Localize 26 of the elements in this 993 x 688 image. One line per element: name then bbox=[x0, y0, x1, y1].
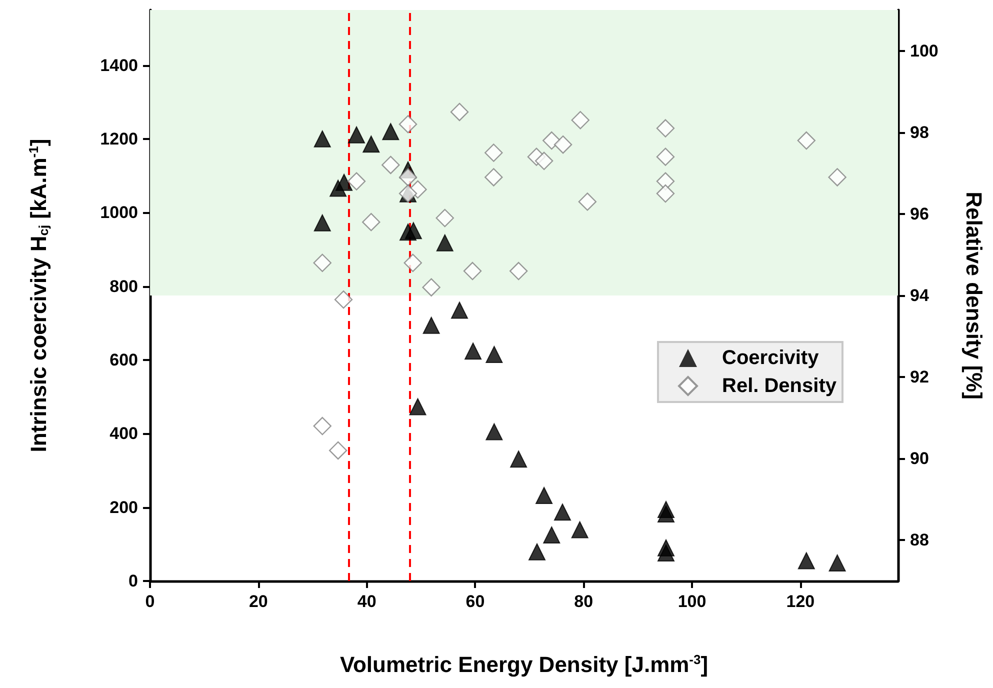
x-tick-label: 60 bbox=[466, 592, 485, 611]
y2-axis-title: Relative density [%] bbox=[962, 192, 986, 400]
x-tick-label: 80 bbox=[574, 592, 594, 611]
y2-tick-label: 96 bbox=[910, 204, 929, 224]
x-tick-label: 20 bbox=[248, 592, 268, 611]
legend-label: Coercivity bbox=[722, 347, 820, 369]
y-tick-label: 600 bbox=[110, 350, 138, 370]
y-tick-label: 200 bbox=[110, 498, 138, 517]
x-tick-label: 100 bbox=[678, 592, 706, 611]
y-tick-label: 1200 bbox=[100, 129, 138, 148]
x-tick-label: 0 bbox=[145, 592, 155, 611]
y-tick-label: 0 bbox=[128, 572, 138, 590]
x-tick-label: 120 bbox=[786, 592, 815, 611]
y-tick-label: 400 bbox=[110, 424, 138, 444]
y-tick-label: 1000 bbox=[100, 203, 138, 222]
x-tick-label: 40 bbox=[357, 592, 376, 611]
y-tick-label: 1400 bbox=[100, 56, 138, 75]
y2-tick-label: 92 bbox=[910, 368, 929, 387]
y-tick-label: 800 bbox=[110, 276, 138, 296]
y2-tick-label: 90 bbox=[910, 449, 929, 468]
y2-tick-label: 98 bbox=[910, 122, 929, 142]
legend-label: Rel. Density bbox=[722, 375, 838, 397]
y2-tick-label: 94 bbox=[910, 286, 930, 305]
y-axis-title: Intrinsic coercivity Hcj [kA.m-1] bbox=[26, 138, 51, 452]
y2-tick-label: 100 bbox=[910, 41, 938, 60]
y2-tick-label: 88 bbox=[910, 530, 929, 550]
